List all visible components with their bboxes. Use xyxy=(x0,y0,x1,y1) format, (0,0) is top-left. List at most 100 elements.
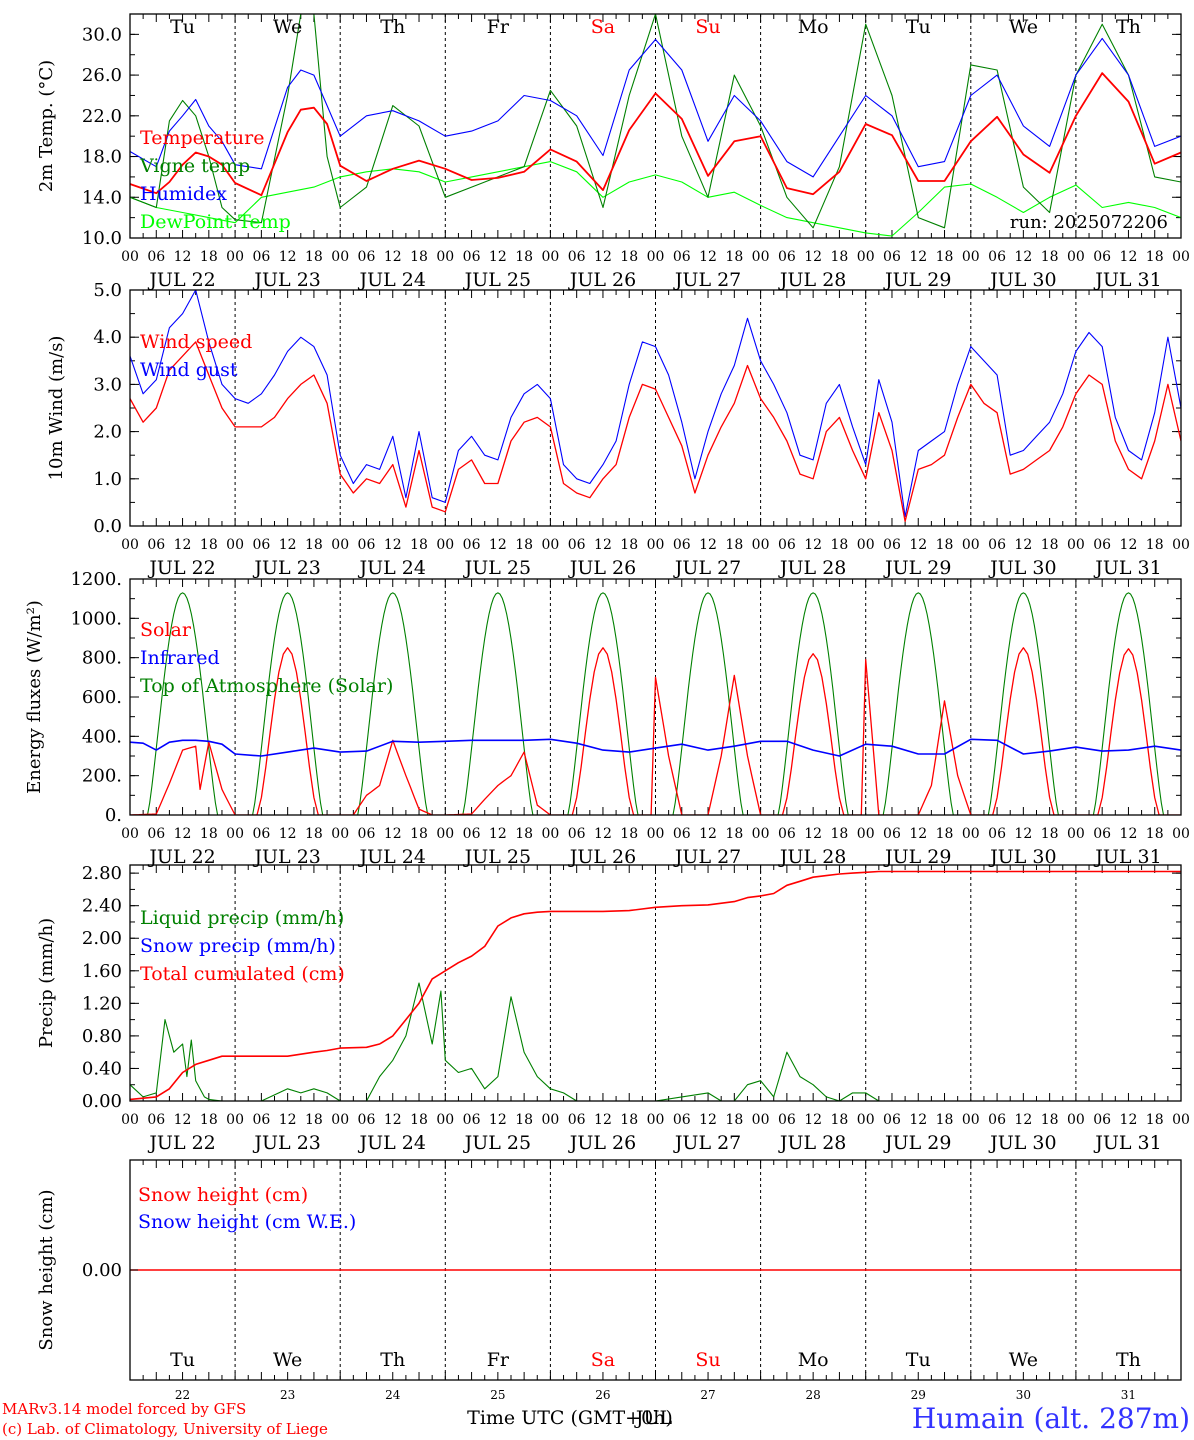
hour-label: 00 xyxy=(121,1112,139,1128)
hour-label: 12 xyxy=(174,826,192,842)
hour-label: 00 xyxy=(436,249,454,265)
day-number: 23 xyxy=(280,1388,295,1402)
day-number: 22 xyxy=(175,1388,190,1402)
legend-dewpoint: DewPoint Temp xyxy=(140,211,291,233)
energy-hour-labels: 00 06 12 18 00 06 12 18 00 06 12 18 00 06 12 18 00 06 12 18… xyxy=(121,826,1190,842)
hour-label: 12 xyxy=(1014,537,1032,553)
day-label: Th xyxy=(1116,16,1141,38)
hour-label: 18 xyxy=(1146,537,1164,553)
legend-solar: Solar xyxy=(140,619,192,641)
hour-label: 06 xyxy=(568,537,586,553)
energy-y-axis: 0. 200. 400. 600. 800. 1000. 1200. xyxy=(70,569,1181,826)
temperature-hour-labels: 00 06 12 18 00 06 12 18 00 06 12 18 00 06 12 18 00 06 12 18… xyxy=(121,249,1190,265)
legend-snow-height: Snow height (cm) xyxy=(138,1184,308,1206)
temperature-series xyxy=(130,14,1181,237)
hour-label: 18 xyxy=(200,826,218,842)
hour-label: 18 xyxy=(515,537,533,553)
hour-label: 00 xyxy=(1067,537,1085,553)
hour-label: 06 xyxy=(1093,537,1111,553)
hour-label: 06 xyxy=(673,249,691,265)
hour-label: 12 xyxy=(699,1112,717,1128)
toa-solar-line xyxy=(130,592,1181,815)
hour-label: 00 xyxy=(226,537,244,553)
station-label: Humain (alt. 287m) xyxy=(912,1402,1190,1435)
y-tick-label: 22.0 xyxy=(82,106,122,127)
vigne-temp-line xyxy=(130,14,1181,229)
hour-label: 12 xyxy=(804,1112,822,1128)
y-tick-label: 1000. xyxy=(70,608,122,629)
hour-label: 12 xyxy=(384,1112,402,1128)
hour-label: 12 xyxy=(594,537,612,553)
hour-label: 00 xyxy=(857,537,875,553)
date-label: JUL 29 xyxy=(883,1132,951,1154)
hour-label: 06 xyxy=(988,1112,1006,1128)
temperature-y-title: 2m Temp. (°C) xyxy=(36,60,57,192)
hour-label: 18 xyxy=(515,249,533,265)
hour-label: 00 xyxy=(1172,537,1190,553)
date-label: JUL 26 xyxy=(568,269,636,291)
copyright-credit: (c) Lab. of Climatology, University of L… xyxy=(2,1420,328,1438)
hour-label: 12 xyxy=(279,826,297,842)
legend-liquid-precip: Liquid precip (mm/h) xyxy=(140,907,344,929)
date-label: JUL 28 xyxy=(778,557,846,579)
hour-label: 12 xyxy=(594,249,612,265)
wind-speed-line xyxy=(130,341,1181,522)
hour-label: 12 xyxy=(384,826,402,842)
date-label: JUL 29 xyxy=(883,557,951,579)
hour-label: 12 xyxy=(909,249,927,265)
hour-label: 06 xyxy=(358,249,376,265)
hour-label: 06 xyxy=(568,249,586,265)
day-label: We xyxy=(273,1349,302,1371)
hour-label: 18 xyxy=(305,249,323,265)
hour-label: 00 xyxy=(647,537,665,553)
date-label: JUL 30 xyxy=(988,1132,1056,1154)
wind-y-axis: 0.0 1.0 2.0 3.0 4.0 5.0 xyxy=(93,280,1181,537)
temperature-line xyxy=(130,72,1181,197)
hour-label: 00 xyxy=(541,537,559,553)
temperature-plot-frame xyxy=(129,13,1182,239)
hour-label: 00 xyxy=(647,826,665,842)
legend-snow-height-we: Snow height (cm W.E.) xyxy=(138,1211,356,1233)
energy-panel: 0.200.400.600.800.1000.1200. 00 06 12 18 00 0… xyxy=(24,569,1190,868)
energy-y-title: Energy fluxes (W/m²) xyxy=(24,600,45,794)
y-tick-label: 0.80 xyxy=(82,1026,122,1047)
y-tick-label: 0.40 xyxy=(82,1058,122,1079)
legend-wind-gust: Wind gust xyxy=(140,359,238,381)
date-label: JUL 23 xyxy=(252,557,320,579)
legend-temperature: Temperature xyxy=(140,127,264,149)
hour-label: 00 xyxy=(752,537,770,553)
hour-label: 00 xyxy=(857,249,875,265)
hour-label: 00 xyxy=(647,249,665,265)
day-number: 31 xyxy=(1121,1388,1136,1402)
y-tick-label: 3.0 xyxy=(93,374,122,395)
hour-label: 06 xyxy=(463,537,481,553)
date-label: JUL 28 xyxy=(778,1132,846,1154)
hour-label: 18 xyxy=(831,826,849,842)
solar-line xyxy=(130,647,1181,815)
hour-label: 06 xyxy=(883,1112,901,1128)
hour-label: 06 xyxy=(568,1112,586,1128)
day-label: Mo xyxy=(798,1349,829,1371)
hour-label: 00 xyxy=(1067,1112,1085,1128)
hour-label: 00 xyxy=(962,826,980,842)
energy-plot-frame xyxy=(129,578,1182,816)
hour-label: 18 xyxy=(936,249,954,265)
hour-label: 00 xyxy=(857,826,875,842)
hour-label: 00 xyxy=(331,1112,349,1128)
hour-label: 12 xyxy=(489,826,507,842)
hour-label: 06 xyxy=(252,249,270,265)
hour-label: 06 xyxy=(252,537,270,553)
y-tick-label: 2.40 xyxy=(82,896,122,917)
y-tick-label: 0.0 xyxy=(93,516,122,537)
precip-y-axis: 0.00 0.40 0.80 1.20 1.60 2.00 2.40 2.80 xyxy=(82,863,1181,1112)
hour-label: 18 xyxy=(725,1112,743,1128)
temperature-day-separators xyxy=(234,14,1077,238)
hour-label: 12 xyxy=(699,537,717,553)
wind-plot-frame xyxy=(129,289,1182,527)
hour-label: 06 xyxy=(1093,249,1111,265)
hour-label: 12 xyxy=(1014,249,1032,265)
date-label: JUL 28 xyxy=(778,846,846,868)
hour-label: 18 xyxy=(936,1112,954,1128)
temperature-date-labels: JUL 22 JUL 23 JUL 24 JUL 25 JUL 26 JUL 27 JUL … xyxy=(147,269,1161,291)
hour-label: 12 xyxy=(279,1112,297,1128)
